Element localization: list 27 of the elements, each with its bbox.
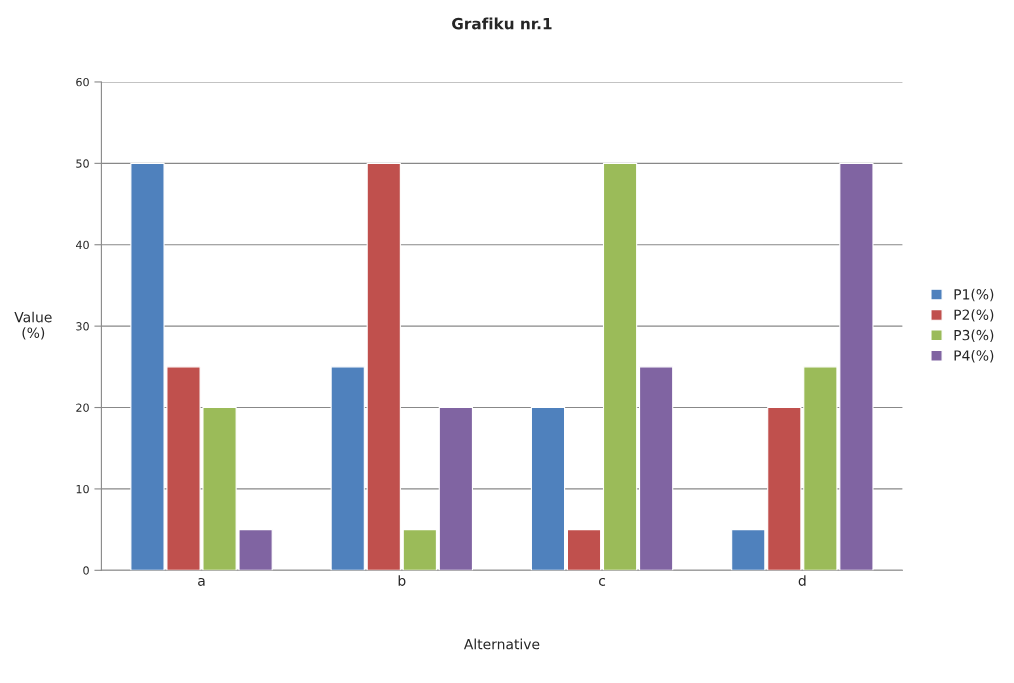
y-tick-label: 60 xyxy=(76,77,89,87)
x-tick-label: d xyxy=(798,575,806,586)
bar xyxy=(566,529,602,571)
y-tick-label: 0 xyxy=(83,566,89,575)
legend-label: P4(%) xyxy=(954,350,994,363)
bar xyxy=(366,162,401,571)
bar xyxy=(330,366,365,571)
y-axis-title: Value (%) xyxy=(14,311,52,340)
y-tick-label: 20 xyxy=(76,403,89,412)
bar xyxy=(402,529,437,571)
bar xyxy=(438,406,474,571)
bar xyxy=(530,406,566,571)
bar xyxy=(731,529,766,571)
legend-label: P2(%) xyxy=(954,309,994,322)
x-axis-title: Alternative xyxy=(463,638,540,650)
x-tick-label: b xyxy=(398,575,406,586)
y-tick-label: 50 xyxy=(76,159,89,168)
y-tick-label: 10 xyxy=(76,484,89,494)
bar xyxy=(602,162,638,571)
bar xyxy=(638,366,674,571)
x-tick-label: c xyxy=(599,577,606,586)
legend-label: P3(%) xyxy=(954,329,994,342)
y-tick-label: 40 xyxy=(76,240,89,250)
x-tick-label: a xyxy=(198,577,205,586)
legend-label: P1(%) xyxy=(954,288,994,302)
chart-title: Grafiku nr.1 xyxy=(452,17,552,30)
y-tick-label: 30 xyxy=(76,322,89,331)
